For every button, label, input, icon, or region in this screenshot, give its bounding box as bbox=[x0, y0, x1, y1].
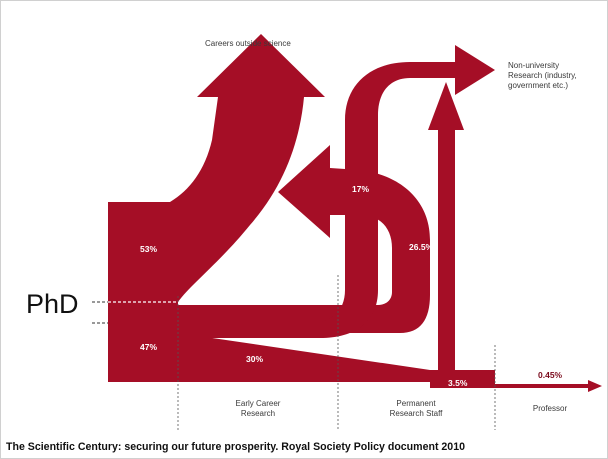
label-permanent-line1: Permanent bbox=[396, 399, 436, 408]
label-phd: PhD bbox=[26, 289, 79, 319]
flow-phd-lower bbox=[108, 302, 178, 382]
pct-early-career: 30% bbox=[246, 354, 263, 364]
label-non-university-line3: government etc.) bbox=[508, 81, 568, 90]
stage-dividers bbox=[177, 275, 496, 430]
flow-professor-arrow bbox=[495, 380, 602, 392]
flow-permanent-riser bbox=[428, 82, 464, 378]
label-non-university-line1: Non-university bbox=[508, 61, 559, 70]
flow-shapes bbox=[108, 34, 602, 392]
label-careers-outside-science: Careers outside science bbox=[205, 39, 291, 48]
pct-phd-to-early-career: 47% bbox=[140, 342, 157, 352]
caption: The Scientific Century: securing our fut… bbox=[6, 441, 465, 453]
label-early-career-line2: Research bbox=[241, 409, 275, 418]
label-early-career-line1: Early Career bbox=[236, 399, 281, 408]
flow-careers-outside-science bbox=[108, 34, 325, 302]
flow-non-university-arrow bbox=[178, 45, 495, 338]
pct-professor: 0.45% bbox=[538, 370, 563, 380]
pct-permanent-to-non-university: 26.5% bbox=[409, 242, 434, 252]
label-non-university-line2: Research (industry, bbox=[508, 71, 577, 80]
label-permanent-line2: Research Staff bbox=[390, 409, 444, 418]
flow-early-career-band bbox=[178, 145, 495, 382]
pct-permanent: 3.5% bbox=[448, 378, 468, 388]
pct-non-university: 17% bbox=[352, 184, 369, 194]
label-professor: Professor bbox=[533, 404, 568, 413]
pct-careers-outside: 53% bbox=[140, 244, 157, 254]
